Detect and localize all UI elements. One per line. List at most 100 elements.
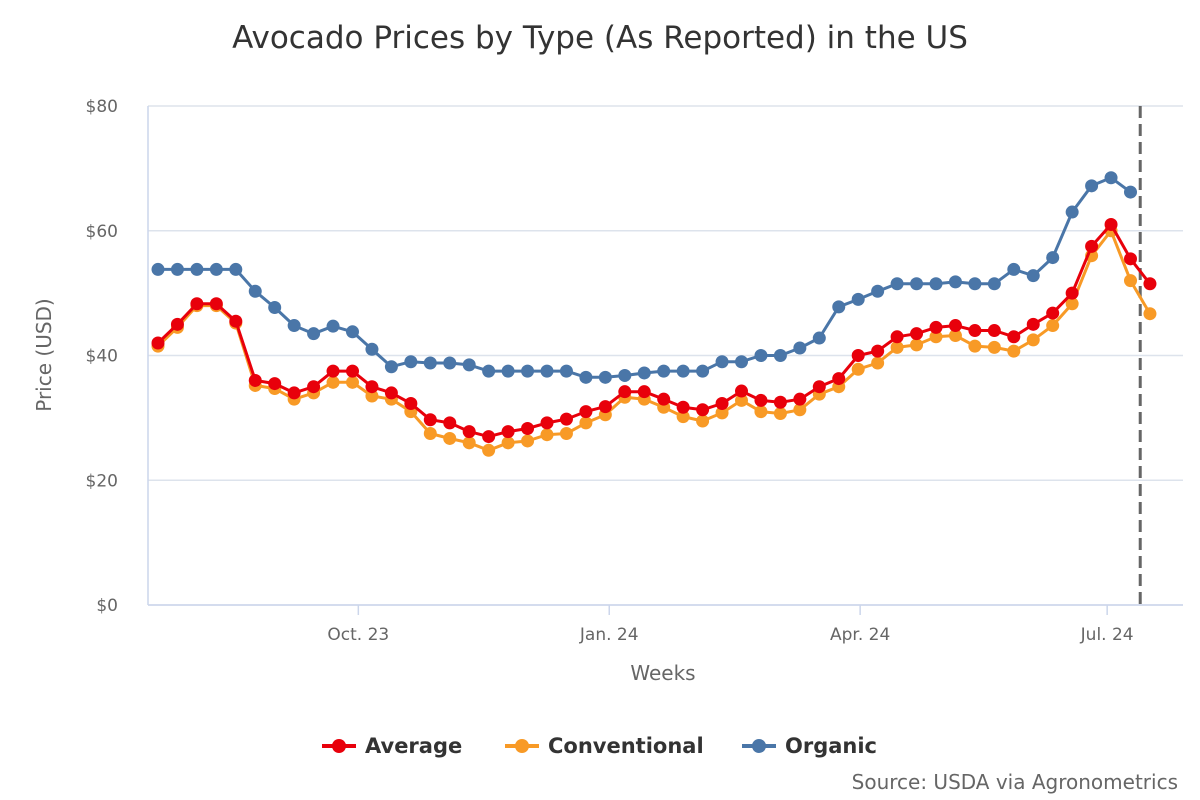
data-point-organic[interactable]: [482, 364, 496, 378]
data-point-conventional[interactable]: [773, 407, 787, 421]
legend-item-conventional[interactable]: Conventional: [505, 734, 704, 758]
data-point-average[interactable]: [735, 384, 748, 398]
data-point-organic[interactable]: [151, 262, 165, 276]
data-point-organic[interactable]: [209, 262, 223, 276]
data-point-average[interactable]: [987, 324, 1001, 338]
data-point-conventional[interactable]: [1046, 319, 1060, 333]
data-point-conventional[interactable]: [346, 375, 359, 389]
data-point-organic[interactable]: [754, 349, 768, 362]
data-point-organic[interactable]: [540, 364, 554, 378]
data-point-conventional[interactable]: [890, 340, 904, 354]
data-point-organic[interactable]: [1046, 251, 1060, 265]
data-point-organic[interactable]: [307, 327, 321, 341]
data-point-organic[interactable]: [1065, 205, 1079, 219]
data-point-organic[interactable]: [579, 370, 593, 384]
legend-item-average[interactable]: Average: [322, 734, 462, 758]
data-point-average[interactable]: [559, 412, 573, 426]
data-point-conventional[interactable]: [793, 403, 807, 417]
data-point-average[interactable]: [521, 421, 535, 435]
data-point-conventional[interactable]: [559, 426, 573, 440]
data-point-average[interactable]: [618, 385, 632, 399]
data-point-conventional[interactable]: [521, 434, 535, 448]
data-point-average[interactable]: [501, 425, 515, 439]
data-point-organic[interactable]: [384, 360, 398, 374]
data-point-average[interactable]: [637, 385, 651, 399]
data-point-conventional[interactable]: [326, 375, 340, 389]
data-point-conventional[interactable]: [1007, 344, 1021, 358]
data-point-organic[interactable]: [229, 262, 243, 276]
data-point-average[interactable]: [287, 386, 301, 400]
data-point-organic[interactable]: [287, 319, 301, 333]
data-point-average[interactable]: [851, 349, 865, 362]
data-point-conventional[interactable]: [948, 329, 962, 343]
data-point-organic[interactable]: [1026, 269, 1040, 283]
data-point-average[interactable]: [1143, 277, 1157, 291]
data-point-organic[interactable]: [404, 355, 418, 369]
data-point-conventional[interactable]: [735, 393, 748, 407]
data-point-average[interactable]: [812, 380, 826, 394]
data-point-organic[interactable]: [793, 341, 807, 355]
data-point-organic[interactable]: [268, 300, 282, 314]
data-point-organic[interactable]: [423, 356, 437, 370]
data-point-organic[interactable]: [1124, 185, 1137, 199]
data-point-organic[interactable]: [812, 331, 826, 345]
data-point-average[interactable]: [190, 297, 204, 311]
data-point-conventional[interactable]: [462, 436, 476, 450]
data-point-average[interactable]: [1007, 330, 1021, 344]
data-point-organic[interactable]: [773, 349, 787, 362]
data-point-organic[interactable]: [676, 364, 690, 378]
data-point-average[interactable]: [482, 430, 496, 444]
data-point-average[interactable]: [307, 380, 321, 394]
data-point-average[interactable]: [793, 392, 807, 406]
data-point-conventional[interactable]: [696, 414, 710, 428]
data-point-average[interactable]: [365, 380, 379, 394]
data-point-conventional[interactable]: [1065, 297, 1079, 311]
data-point-organic[interactable]: [326, 319, 340, 333]
data-point-conventional[interactable]: [482, 443, 496, 457]
data-point-conventional[interactable]: [1026, 333, 1040, 347]
data-point-average[interactable]: [832, 372, 846, 386]
data-point-conventional[interactable]: [910, 338, 924, 352]
data-point-average[interactable]: [676, 400, 690, 414]
data-point-conventional[interactable]: [365, 389, 379, 403]
data-point-organic[interactable]: [1104, 171, 1118, 185]
data-point-organic[interactable]: [365, 342, 379, 356]
data-point-organic[interactable]: [618, 368, 632, 382]
data-point-average[interactable]: [248, 373, 262, 387]
data-point-organic[interactable]: [832, 300, 846, 314]
data-point-organic[interactable]: [443, 356, 457, 370]
data-point-organic[interactable]: [657, 364, 671, 378]
data-point-organic[interactable]: [346, 325, 359, 339]
data-point-organic[interactable]: [521, 364, 535, 378]
data-point-average[interactable]: [268, 377, 282, 391]
data-point-organic[interactable]: [735, 355, 748, 369]
data-point-average[interactable]: [754, 393, 768, 407]
data-point-organic[interactable]: [170, 262, 184, 276]
data-point-organic[interactable]: [1085, 179, 1099, 193]
data-point-organic[interactable]: [851, 292, 865, 306]
data-point-organic[interactable]: [987, 277, 1001, 291]
data-point-organic[interactable]: [696, 364, 710, 378]
legend-item-organic[interactable]: Organic: [742, 734, 877, 758]
data-point-average[interactable]: [598, 400, 612, 414]
data-point-average[interactable]: [1124, 252, 1137, 266]
data-point-average[interactable]: [696, 403, 710, 417]
data-point-average[interactable]: [443, 416, 457, 430]
data-point-average[interactable]: [1065, 286, 1079, 300]
data-point-conventional[interactable]: [987, 340, 1001, 354]
data-point-conventional[interactable]: [1124, 274, 1137, 288]
data-point-average[interactable]: [462, 425, 476, 439]
data-point-average[interactable]: [929, 320, 943, 334]
data-point-organic[interactable]: [637, 366, 651, 380]
data-point-organic[interactable]: [948, 275, 962, 289]
data-point-conventional[interactable]: [968, 339, 982, 353]
data-point-average[interactable]: [1104, 218, 1118, 232]
data-point-average[interactable]: [871, 344, 885, 358]
data-point-conventional[interactable]: [676, 410, 690, 424]
data-point-conventional[interactable]: [871, 356, 885, 370]
data-point-organic[interactable]: [559, 364, 573, 378]
data-point-conventional[interactable]: [501, 436, 515, 450]
data-point-average[interactable]: [170, 317, 184, 331]
data-point-average[interactable]: [1085, 239, 1099, 253]
data-point-average[interactable]: [910, 327, 924, 341]
